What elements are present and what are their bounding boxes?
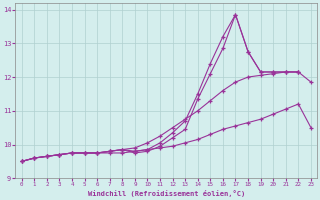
X-axis label: Windchill (Refroidissement éolien,°C): Windchill (Refroidissement éolien,°C) — [88, 190, 245, 197]
